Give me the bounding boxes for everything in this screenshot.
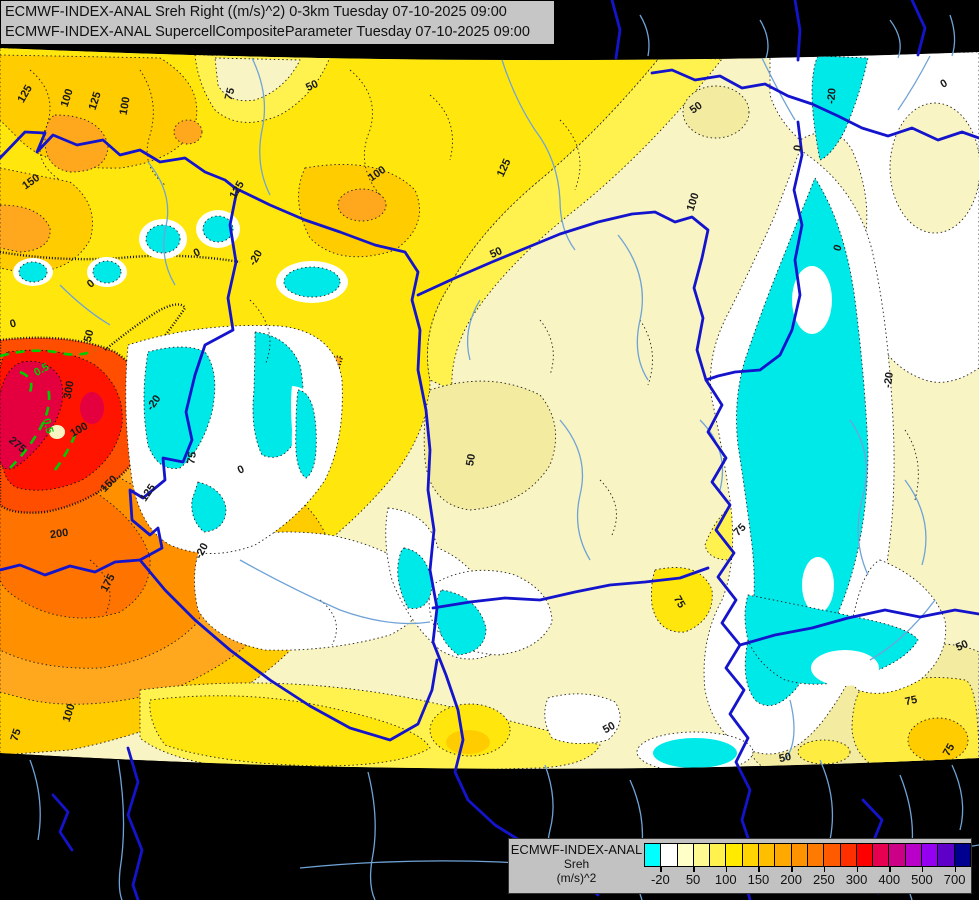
colorbar-cell: [775, 844, 792, 866]
white-center-1: [194, 531, 429, 651]
contour-label: 75: [185, 451, 199, 465]
colorbar-cell: [661, 844, 678, 866]
colorbar-tick: [889, 867, 891, 872]
ivory-pocket-ne: [889, 102, 979, 234]
title-line-2: ECMWF-INDEX-ANAL SupercellCompositeParam…: [5, 24, 530, 40]
colorbar-cell: [726, 844, 743, 866]
notch-ivory: [214, 57, 301, 102]
legend-box: ECMWF-INDEX-ANAL Sreh (m/s)^2 -20 50 100 15…: [508, 838, 972, 894]
contour-label: 50: [464, 452, 479, 468]
colorbar-cell: [710, 844, 727, 866]
colorbar-ticks: -20 50 100 150 200 250 300 400 500 700: [644, 867, 971, 893]
cyan-small-c: [18, 261, 48, 283]
gold-blob-south: [446, 730, 490, 754]
orange-mid: [337, 188, 387, 222]
title-box: ECMWF-INDEX-ANAL Sreh Right ((m/s)^2) 0-…: [0, 0, 556, 46]
cyan-ne-band: [811, 55, 869, 161]
colorbar-tick-label: 300: [845, 872, 868, 887]
orange-west: [0, 204, 51, 253]
supercell-contours: [0, 348, 96, 471]
colorbar-cell: [677, 844, 694, 866]
title-line-1: ECMWF-INDEX-ANAL Sreh Right ((m/s)^2) 0-…: [5, 4, 507, 20]
colorbar-tick-label: 500: [911, 872, 933, 887]
contour-label: 50: [777, 750, 793, 766]
white-pocket-2: [802, 557, 834, 613]
colorbar-tick: [758, 867, 760, 872]
yellow-bottom-bright: [149, 695, 431, 767]
cyan-center-1: [397, 547, 433, 609]
legend-model: ECMWF-INDEX-ANAL: [510, 842, 643, 857]
colorbar-cell: [791, 844, 808, 866]
colorbar-cell: [856, 844, 874, 866]
contour-label: 75: [903, 693, 919, 709]
colorbar-cell: [938, 844, 955, 866]
hotspot-core: [0, 360, 64, 470]
gold-se: [907, 717, 969, 763]
white-south: [544, 693, 621, 744]
contour-label: -20: [825, 87, 839, 105]
colorbar-cell: [873, 844, 890, 866]
cyan-small-b: [202, 215, 234, 243]
hotspot-core-2: [80, 392, 104, 424]
colorbar-tick: [921, 867, 924, 872]
colorbar-tick-label: 200: [780, 872, 802, 887]
colorbar-cell: [922, 844, 939, 866]
cyan-west-2: [252, 331, 304, 458]
colorbar-tick-label: -20: [650, 872, 670, 887]
cyan-small-e: [283, 266, 341, 298]
cyan-west-1: [143, 346, 216, 469]
colorbar-tick: [856, 867, 859, 872]
legend-parameter: Sreh: [563, 857, 590, 871]
colorbar-tick-label: 700: [943, 872, 966, 887]
contour-label: 200: [49, 526, 70, 542]
legend-units: (m/s)^2: [556, 871, 597, 885]
legend-texts: ECMWF-INDEX-ANAL Sreh (m/s)^2: [509, 839, 644, 893]
colorbar-tick: [954, 867, 957, 872]
colorbar-cell: [807, 844, 825, 866]
colorbar: -20 50 100 150 200 250 300 400 500 700: [644, 843, 971, 893]
colorbar-cell: [905, 844, 923, 866]
white-pocket-1: [792, 266, 832, 334]
colorbar-tick-label: 50: [685, 872, 701, 887]
yellow-patch-se: [650, 567, 713, 633]
pale-ring-ne: [682, 85, 750, 139]
colorbar-cell: [759, 844, 776, 866]
hotspot-pocket: [49, 425, 65, 439]
colorbar-tick-label: 400: [878, 872, 901, 887]
colorbar-tick: [660, 867, 662, 872]
orange-spot-2: [173, 119, 203, 145]
pale-ring-center: [423, 380, 557, 511]
colorbar-tick: [725, 867, 728, 872]
cyan-east-band: [736, 177, 869, 707]
cyan-south: [653, 738, 737, 768]
colorbar-tick: [791, 867, 793, 872]
colorbar-tick: [693, 867, 695, 872]
colorbar-cell: [840, 844, 857, 866]
region-yellow-band: [427, 56, 723, 391]
colorbar-cell: [824, 844, 841, 866]
cyan-small-a: [145, 224, 181, 254]
white-pocket-3: [811, 650, 879, 686]
colorbar-tick-label: 250: [812, 872, 835, 887]
colorbar-tick-label: 100: [714, 872, 737, 887]
hachure-spike-ne: [104, 303, 187, 356]
colorbar-tick-label: 150: [747, 872, 770, 887]
colorbar-cell: [693, 844, 711, 866]
colorbar-cells: [644, 843, 971, 867]
cyan-sliver: [295, 389, 317, 479]
colorbar-cell: [954, 844, 970, 866]
colorbar-cell: [645, 844, 662, 866]
colorbar-cell: [742, 844, 760, 866]
yellow-small-se: [797, 739, 851, 765]
cyan-west-3: [191, 481, 227, 533]
data-domain: [0, 48, 979, 769]
contour-label: -20: [881, 371, 897, 389]
colorbar-cell: [889, 844, 906, 866]
colorbar-tick: [823, 867, 826, 872]
cyan-small-d: [92, 260, 122, 284]
